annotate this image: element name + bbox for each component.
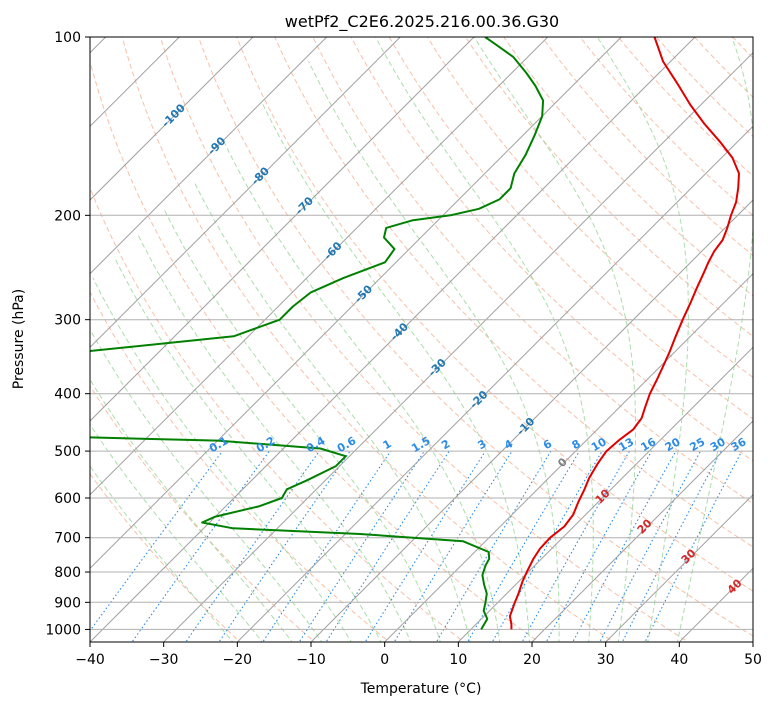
- moist-adiabat: [223, 141, 501, 642]
- moist-adiabat: [92, 277, 352, 642]
- moist-adiabat: [90, 423, 264, 642]
- y-tick-label: 600: [54, 491, 81, 507]
- plot-frame: [89, 36, 754, 643]
- x-axis: −40 −30 −20 −10 0 10 20 30 40 50: [75, 642, 762, 668]
- isotherm-line: [90, 37, 549, 496]
- series-lines: [90, 37, 740, 630]
- mixing-ratio-line: [90, 450, 223, 632]
- x-tick-label: 40: [670, 652, 688, 668]
- mixing-ratio-line: [218, 450, 351, 642]
- dry-adiabat: [465, 37, 753, 338]
- isotherm-line: [531, 420, 753, 642]
- dry-adiabat: [90, 59, 540, 642]
- x-tick-label: 50: [744, 652, 762, 668]
- y-tick-label: 500: [54, 444, 81, 460]
- x-tick-label: 10: [449, 652, 467, 668]
- x-tick-label: −10: [296, 652, 326, 668]
- x-tick-label: −30: [149, 652, 179, 668]
- isotherm-line: [90, 37, 696, 642]
- isotherm-line: [90, 37, 254, 201]
- mixing-ratio-line: [393, 450, 513, 642]
- y-axis: 100 200 300 400 500 600 700 800 900 1000: [45, 30, 90, 638]
- mixing-ratio-line: [466, 450, 580, 642]
- y-tick-label: 100: [54, 30, 81, 46]
- isotherm-line: [310, 199, 753, 642]
- mixing-ratio-line: [131, 450, 270, 642]
- mixing-ratio-line: [298, 450, 425, 642]
- isotherm-line: [90, 37, 328, 275]
- mixing-ratio-line: [185, 450, 320, 642]
- isotherm-line: [90, 37, 401, 349]
- y-tick-label: 1000: [45, 622, 81, 638]
- x-tick-label: −20: [223, 652, 253, 668]
- mixing-ratio-line: [262, 450, 392, 642]
- dry-adiabat: [426, 37, 753, 379]
- mixing-ratio-line: [599, 450, 701, 642]
- x-tick-label: 0: [380, 652, 389, 668]
- x-axis-label: Temperature (°C): [360, 681, 482, 697]
- mixing-ratio-line: [572, 450, 677, 642]
- moist-adiabat: [113, 256, 382, 642]
- moist-adiabat: [163, 208, 441, 642]
- dry-adiabat: [90, 384, 316, 642]
- temperature-profile: [508, 37, 740, 630]
- dry-adiabat: [312, 37, 753, 505]
- x-tick-label: 20: [523, 652, 541, 668]
- mixing-ratio-line: [325, 450, 450, 642]
- y-tick-label: 300: [54, 313, 81, 329]
- x-tick-label: −40: [75, 652, 105, 668]
- isotherm-line: [236, 125, 753, 642]
- isotherm-line: [457, 346, 753, 642]
- moist-adiabat: [137, 233, 412, 642]
- moist-adiabat: [90, 328, 323, 642]
- y-tick-label: 900: [54, 595, 81, 611]
- isotherm-line: [384, 272, 753, 642]
- moist-adiabat: [90, 465, 234, 642]
- dry-adiabat: [274, 37, 753, 548]
- y-tick-label: 200: [54, 208, 81, 224]
- x-tick-label: 30: [597, 652, 615, 668]
- y-axis-label: Pressure (hPa): [11, 289, 27, 389]
- isotherm-line: [90, 37, 622, 570]
- dewpoint-profile: [90, 37, 545, 630]
- y-tick-label: 700: [54, 531, 81, 547]
- isotherm-line: [90, 37, 475, 422]
- isotherm-line: [163, 51, 753, 642]
- y-tick-label: 800: [54, 565, 81, 581]
- y-tick-label: 400: [54, 387, 81, 403]
- dry-adiabat: [197, 37, 753, 637]
- chart-title: wetPf2_C2E6.2025.216.00.36.G30: [285, 12, 559, 32]
- grid-lines: [90, 37, 753, 642]
- isotherm-line: [605, 493, 753, 642]
- mixing-ratio-line: [621, 450, 722, 642]
- dry-adiabat: [236, 37, 753, 592]
- moist-adiabat: [262, 104, 530, 642]
